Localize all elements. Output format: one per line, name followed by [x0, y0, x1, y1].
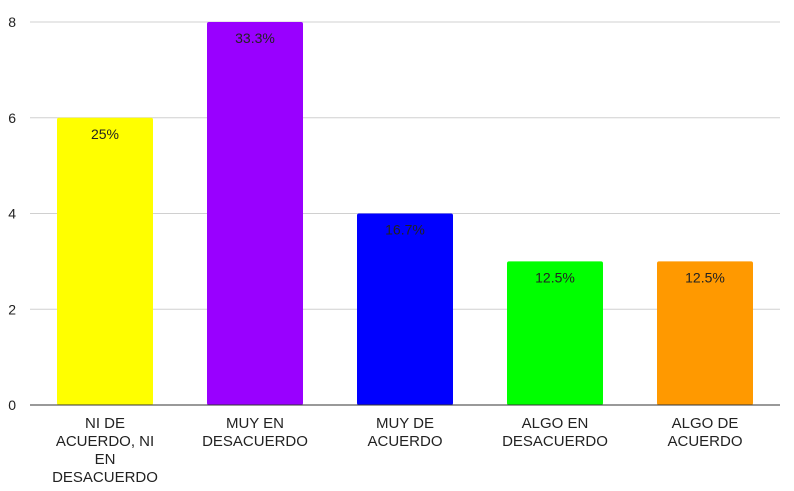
x-category-label: DESACUERDO: [202, 433, 308, 450]
x-category-label: ALGO EN: [522, 415, 589, 432]
bar: [507, 261, 603, 405]
x-category-label: MUY DE: [376, 415, 434, 432]
y-tick-label: 0: [8, 397, 16, 413]
bar-data-label: 25%: [91, 126, 119, 142]
y-tick-label: 6: [8, 110, 16, 126]
bar-data-label: 16.7%: [385, 222, 425, 238]
y-axis-ticks: 0 2 4 6 8: [8, 14, 16, 413]
x-category-label: NI DE: [85, 415, 125, 432]
bars: [57, 22, 753, 405]
x-category-label: ACUERDO: [367, 433, 442, 450]
bar: [657, 261, 753, 405]
x-category-label: DESACUERDO: [502, 433, 608, 450]
y-tick-label: 4: [8, 206, 16, 222]
x-category-label: ALGO DE: [672, 415, 739, 432]
bar: [207, 22, 303, 405]
bar: [57, 117, 153, 405]
bar-data-label: 12.5%: [685, 269, 725, 285]
bar: [357, 213, 453, 405]
x-category-label: ACUERDO, NI: [56, 433, 154, 450]
x-category-label: MUY EN: [226, 415, 284, 432]
x-category-label: ACUERDO: [667, 433, 742, 450]
y-tick-label: 2: [8, 301, 16, 317]
x-category-label: DESACUERDO: [52, 469, 158, 486]
bar-data-label: 33.3%: [235, 30, 275, 46]
bar-data-label: 12.5%: [535, 269, 575, 285]
data-labels: 25% 33.3% 16.7% 12.5% 12.5%: [91, 30, 725, 285]
y-tick-label: 8: [8, 14, 16, 30]
x-category-label: EN: [95, 451, 116, 468]
